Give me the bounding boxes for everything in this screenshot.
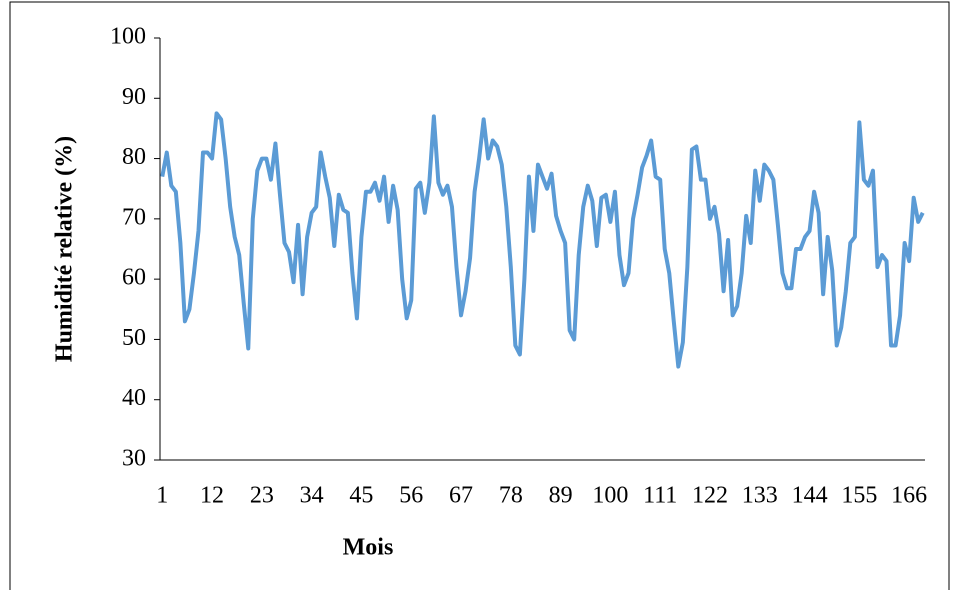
x-tick-label: 122 (692, 483, 728, 509)
data-line (160, 111, 925, 369)
y-axis-title: Humidité relative (%) (52, 136, 78, 362)
x-tick-label: 100 (592, 483, 628, 509)
x-tick-label: 111 (643, 483, 677, 509)
x-tick-label: 166 (891, 483, 927, 509)
x-tick-label: 34 (300, 483, 324, 509)
x-tick-label: 78 (499, 483, 523, 509)
x-tick-label: 56 (399, 483, 423, 509)
y-tick-label: 100 (110, 24, 146, 50)
x-tick-label: 133 (742, 483, 778, 509)
x-tick-label: 144 (792, 483, 828, 509)
x-tick-label: 1 (156, 483, 168, 509)
x-tick-label: 155 (841, 483, 877, 509)
y-tick-label: 50 (122, 325, 146, 351)
y-tick-label: 80 (122, 144, 146, 170)
x-tick-label: 67 (449, 483, 473, 509)
chart-border (9, 1, 950, 590)
x-tick-label: 23 (250, 483, 274, 509)
y-tick-label: 90 (122, 84, 146, 110)
y-tick-label: 70 (122, 204, 146, 230)
x-tick-label: 45 (349, 483, 373, 509)
x-tick-label: 12 (200, 483, 224, 509)
x-tick-label: 89 (549, 483, 573, 509)
y-tick-label: 40 (122, 385, 146, 411)
x-axis-title: Mois (343, 535, 394, 561)
y-tick-label: 30 (122, 446, 146, 472)
y-tick-label: 60 (122, 265, 146, 291)
